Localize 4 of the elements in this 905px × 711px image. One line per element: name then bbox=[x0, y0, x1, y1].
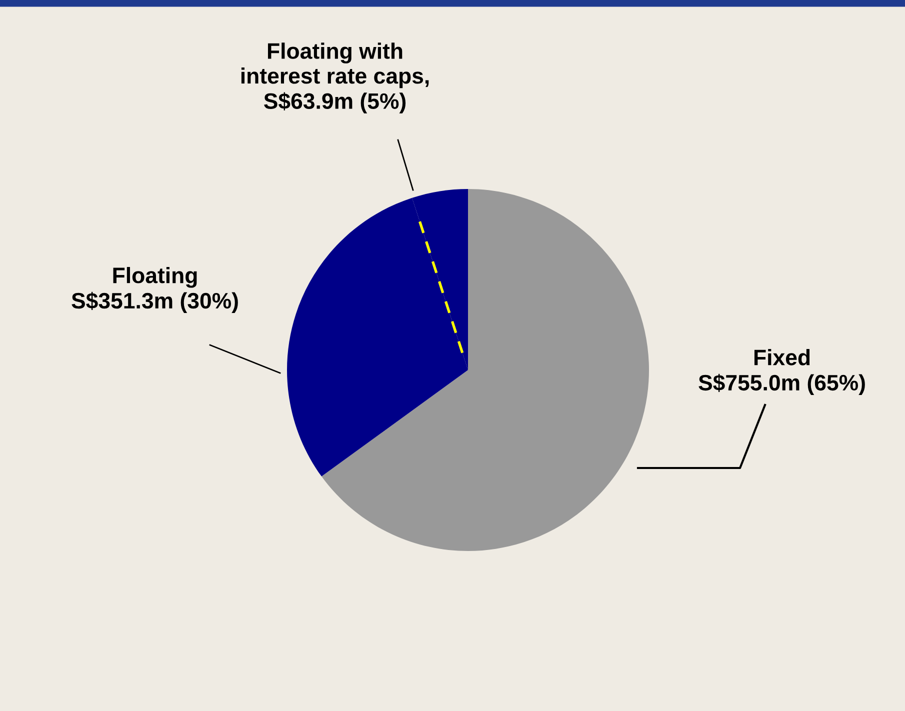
pie-slice bbox=[322, 189, 649, 551]
slice-label: Fixed S$755.0m (65%) bbox=[698, 349, 865, 395]
slice-label: Floating with interest rate caps, S$63.9m (5%) bbox=[241, 42, 429, 114]
slice-label: Floating S$351.3m (30%) bbox=[72, 266, 238, 314]
